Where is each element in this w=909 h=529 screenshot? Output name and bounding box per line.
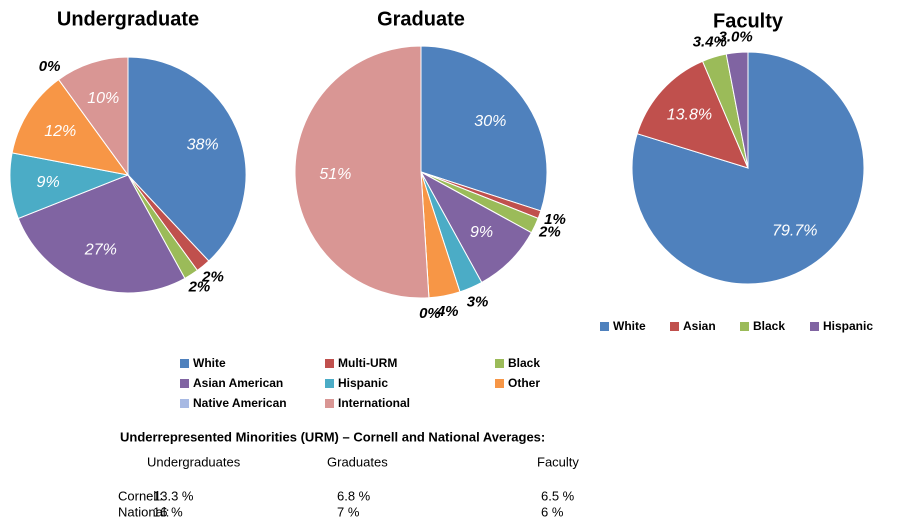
pie-slice bbox=[631, 51, 865, 285]
legend-swatch bbox=[325, 399, 334, 408]
legend-label: Multi-URM bbox=[338, 356, 397, 370]
slice-label: 10% bbox=[87, 90, 119, 107]
legend-label: White bbox=[193, 356, 226, 370]
legend-label: Black bbox=[508, 356, 540, 370]
legend-swatch bbox=[180, 399, 189, 408]
legend-swatch bbox=[180, 359, 189, 368]
legend-swatch bbox=[670, 322, 679, 331]
pie-slice bbox=[725, 51, 749, 169]
table-cell: 6.8 % bbox=[337, 488, 371, 503]
slice-label: 2% bbox=[188, 279, 211, 296]
legend-label: Other bbox=[508, 376, 540, 390]
pie-slice bbox=[294, 45, 430, 299]
slice-label: 9% bbox=[37, 174, 60, 191]
slice-label: 0% bbox=[419, 305, 441, 322]
slice-label: 1% bbox=[544, 211, 566, 228]
row-label: Cornell: bbox=[118, 488, 163, 503]
slice-label: 4% bbox=[436, 303, 459, 320]
pie-slice bbox=[57, 56, 129, 177]
pie-slice bbox=[127, 56, 247, 262]
pie-title: Graduate bbox=[377, 8, 465, 30]
pie-slice bbox=[11, 78, 130, 176]
table-cell: 7 % bbox=[337, 504, 360, 519]
legend-swatch bbox=[600, 322, 609, 331]
legend-swatch bbox=[325, 379, 334, 388]
slice-label: 51% bbox=[319, 166, 351, 183]
slice-label: 12% bbox=[44, 123, 76, 140]
table-title: Underrepresented Minorities (URM) – Corn… bbox=[120, 429, 545, 444]
legend-label: Hispanic bbox=[823, 319, 873, 333]
slice-label: 3.0% bbox=[719, 28, 753, 45]
slice-label: 13.8% bbox=[667, 106, 712, 123]
legend-swatch bbox=[495, 379, 504, 388]
slice-label: 79.7% bbox=[772, 223, 817, 240]
legend-swatch bbox=[495, 359, 504, 368]
table-cell: 13.3 % bbox=[153, 488, 194, 503]
slice-label: 30% bbox=[474, 113, 506, 130]
slice-label: 38% bbox=[187, 137, 219, 154]
legend-swatch bbox=[810, 322, 819, 331]
legend-label: Native American bbox=[193, 396, 287, 410]
legend-label: Asian American bbox=[193, 376, 283, 390]
pie-slice bbox=[17, 174, 186, 294]
legend-label: White bbox=[613, 319, 646, 333]
column-header: Graduates bbox=[327, 454, 388, 469]
table-cell: 6.5 % bbox=[541, 488, 575, 503]
slice-label: 3% bbox=[467, 294, 489, 311]
legend-swatch bbox=[180, 379, 189, 388]
legend-swatch bbox=[325, 359, 334, 368]
slice-label: 0% bbox=[39, 58, 61, 75]
pie-title: Undergraduate bbox=[57, 8, 199, 30]
slice-label: 9% bbox=[470, 224, 493, 241]
table-cell: 6 % bbox=[541, 504, 564, 519]
slice-label: 2% bbox=[538, 224, 561, 241]
table-cell: 16 % bbox=[153, 504, 183, 519]
slice-label: 2% bbox=[201, 269, 224, 286]
pie-slice bbox=[636, 60, 749, 169]
column-header: Faculty bbox=[537, 454, 579, 469]
slice-label: 27% bbox=[84, 242, 117, 259]
legend-label: International bbox=[338, 396, 410, 410]
row-label: National: bbox=[118, 504, 169, 519]
pie-slice bbox=[420, 45, 548, 212]
legend-label: Hispanic bbox=[338, 376, 388, 390]
pie-title: Faculty bbox=[713, 10, 784, 32]
column-header: Undergraduates bbox=[147, 454, 241, 469]
legend-label: Black bbox=[753, 319, 785, 333]
legend-label: Asian bbox=[683, 319, 716, 333]
legend-swatch bbox=[740, 322, 749, 331]
slice-label: 3.4% bbox=[693, 34, 727, 51]
